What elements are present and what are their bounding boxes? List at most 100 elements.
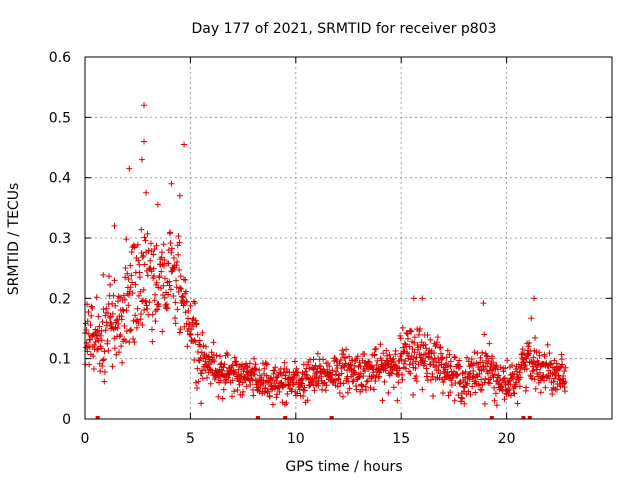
data-point	[175, 251, 182, 258]
data-point	[463, 382, 470, 389]
data-point	[448, 377, 455, 384]
data-point	[542, 384, 549, 391]
data-point	[462, 368, 469, 375]
data-point	[99, 363, 106, 370]
data-point	[151, 297, 158, 304]
data-point	[491, 371, 498, 378]
y-tick-label: 0.2	[49, 291, 71, 307]
data-point	[432, 363, 439, 370]
data-point	[364, 377, 371, 384]
data-point	[219, 395, 226, 402]
data-point	[401, 340, 408, 347]
data-point	[502, 364, 509, 371]
data-point	[360, 373, 367, 380]
data-point	[363, 387, 370, 394]
data-point	[220, 364, 227, 371]
data-point	[97, 368, 104, 375]
data-point	[88, 303, 95, 310]
data-point	[418, 352, 425, 359]
data-point	[114, 298, 121, 305]
data-point	[406, 343, 413, 350]
data-point	[438, 355, 445, 362]
data-point	[193, 385, 200, 392]
data-point	[529, 368, 536, 375]
data-point	[512, 366, 519, 373]
data-point	[290, 374, 297, 381]
data-point	[548, 360, 555, 367]
data-point	[407, 370, 414, 377]
data-point	[363, 378, 370, 385]
y-tick-label: 0.6	[49, 50, 71, 66]
data-point	[144, 272, 151, 279]
data-point	[116, 349, 123, 356]
y-tick-label: 0.3	[49, 231, 71, 247]
data-point	[116, 333, 123, 340]
data-point	[351, 369, 358, 376]
data-point	[530, 367, 537, 374]
data-point	[111, 277, 118, 284]
data-point	[481, 331, 488, 338]
data-point	[149, 311, 156, 318]
data-point	[178, 286, 185, 293]
data-point	[239, 391, 246, 398]
data-point	[209, 356, 216, 363]
data-point	[175, 233, 182, 240]
data-point	[126, 165, 133, 172]
data-point	[172, 320, 179, 327]
data-point	[518, 362, 525, 369]
data-point	[329, 367, 336, 374]
data-point	[419, 295, 426, 302]
data-point	[85, 309, 92, 316]
data-point	[390, 355, 397, 362]
data-point	[142, 237, 149, 244]
data-point	[195, 378, 202, 385]
y-axis-label: SRMTID / TECUs	[6, 183, 22, 296]
data-point	[456, 363, 463, 370]
data-point	[413, 373, 420, 380]
data-point	[172, 299, 179, 306]
data-point	[540, 372, 547, 379]
data-point	[304, 397, 311, 404]
data-point	[334, 383, 341, 390]
data-point	[388, 370, 395, 377]
data-point	[532, 385, 539, 392]
data-point	[511, 390, 518, 397]
data-point	[477, 386, 484, 393]
data-point	[128, 272, 135, 279]
data-point	[251, 355, 258, 362]
data-point	[553, 360, 560, 367]
data-point	[370, 386, 377, 393]
data-point	[490, 359, 497, 366]
data-point	[164, 305, 171, 312]
data-point	[101, 368, 108, 375]
data-point	[356, 374, 363, 381]
data-point	[97, 332, 104, 339]
data-point	[293, 365, 300, 372]
data-point	[421, 360, 428, 367]
data-point	[238, 373, 245, 380]
data-point	[98, 345, 105, 352]
y-tick-label: 0.4	[49, 171, 71, 187]
data-point	[349, 378, 356, 385]
data-point	[302, 368, 309, 375]
data-point	[211, 358, 218, 365]
data-point	[530, 354, 537, 361]
data-point	[92, 339, 99, 346]
data-point	[168, 180, 175, 187]
y-tick-label: 0	[62, 412, 71, 428]
data-point	[104, 338, 111, 345]
data-point	[83, 326, 90, 333]
data-point	[520, 358, 527, 365]
data-point	[371, 351, 378, 358]
data-point	[147, 257, 154, 264]
data-point	[517, 374, 524, 381]
data-point	[176, 329, 183, 336]
data-point	[506, 386, 513, 393]
data-point	[172, 315, 179, 322]
data-point	[125, 292, 132, 299]
data-point	[160, 282, 167, 289]
data-point	[177, 326, 184, 333]
data-point	[244, 363, 251, 370]
data-point	[152, 318, 159, 325]
data-point	[167, 286, 174, 293]
